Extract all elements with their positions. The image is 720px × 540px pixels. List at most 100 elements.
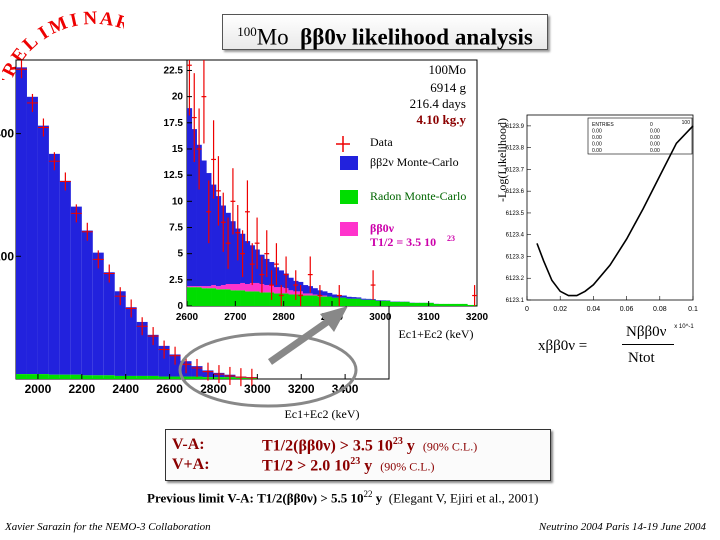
title-isotope-mass: 100 xyxy=(237,24,257,39)
zoom-radon-bar xyxy=(312,295,318,306)
zoom-bb0v-bar xyxy=(225,284,231,290)
result-va-unit: y xyxy=(406,437,415,455)
likelihood-x-tick-label: 0.04 xyxy=(587,306,601,313)
previous-limit-exp: 22 xyxy=(363,489,373,499)
footer-conference: Neutrino 2004 Paris 14-19 June 2004 xyxy=(538,521,706,533)
zoom-bb0v-bar xyxy=(201,286,207,289)
zoom-radon-bar xyxy=(240,290,246,306)
legend-swatch xyxy=(340,222,358,236)
full-x-tick-label: 2600 xyxy=(156,382,183,396)
zoom-radon-bar xyxy=(254,291,260,306)
zoom-radon-bar xyxy=(264,292,270,306)
zoom-bb2v-bar xyxy=(211,184,217,286)
full-bb2v-bar xyxy=(37,125,49,375)
likelihood-y-tick-label: 6123.2 xyxy=(506,276,525,282)
footer-author: Xavier Sarazin for the NEMO-3 Collaborat… xyxy=(5,521,211,533)
zoom-y-tick-label: 12.5 xyxy=(164,170,184,181)
zoom-radon-bar xyxy=(404,301,410,306)
full-x-axis-label: Ec1+Ec2 (keV) xyxy=(284,407,359,421)
full-radon-bar xyxy=(16,374,27,379)
zoom-radon-bar xyxy=(235,290,241,306)
zoom-bb2v-bar xyxy=(356,297,362,299)
zoom-y-tick-label: 22.5 xyxy=(164,65,184,76)
stats-box-id: 100 xyxy=(682,120,691,126)
zoom-bb2v-bar xyxy=(201,160,207,287)
results-box: V-A: T1/2(ββ0ν) > 3.5 1023 y (90% C.L.) … xyxy=(165,429,551,481)
zoom-bb0v-bar xyxy=(230,284,236,291)
zoom-radon-bar xyxy=(201,288,207,306)
zoom-y-tick-label: 2.5 xyxy=(169,275,183,286)
zoom-radon-bar xyxy=(365,299,371,306)
zoom-radon-bar xyxy=(443,303,449,306)
zoom-x-tick-label: 2800 xyxy=(273,312,296,323)
zoom-radon-bar xyxy=(211,288,217,306)
full-radon-bar xyxy=(48,374,60,379)
zoom-radon-bar xyxy=(423,302,429,306)
zoom-arrow-shaft xyxy=(267,317,333,365)
full-x-tick-label: 3000 xyxy=(244,382,271,396)
formula: xββ0ν = Nββ0ν Ntot xyxy=(538,322,688,372)
result-vpa-label: V+A: xyxy=(172,456,210,473)
legend-exposure-line: 216.4 days xyxy=(410,96,466,111)
zoom-y-tick-label: 7.5 xyxy=(169,222,183,233)
zoom-radon-bar xyxy=(356,298,362,306)
zoom-bb0v-bar xyxy=(206,286,212,289)
legend-entry-label: ββ2ν Monte-Carlo xyxy=(370,155,459,169)
zoom-radon-bar xyxy=(448,303,454,306)
full-bb2v-bar xyxy=(70,206,82,375)
zoom-radon-bar xyxy=(230,290,236,306)
chart-zoom: 02.557.51012.51517.52022.526002700280029… xyxy=(164,59,489,341)
full-radon-bar xyxy=(81,375,93,379)
previous-limit-unit: y xyxy=(375,490,383,506)
zoom-radon-bar xyxy=(409,302,415,306)
full-y-tick-label: 200 xyxy=(0,249,14,263)
zoom-bb2v-bar xyxy=(380,300,386,301)
likelihood-y-axis-label: -Log(Likelihood) xyxy=(495,118,509,202)
result-va-exp: 23 xyxy=(392,436,403,447)
full-bb2v-bar xyxy=(59,180,71,375)
result-va-quantity: T1/2(ββ0ν) > 3.5 10 xyxy=(262,437,393,455)
likelihood-x-tick-label: 0.1 xyxy=(688,306,698,313)
zoom-bb0v-bar xyxy=(187,286,193,288)
zoom-radon-bar xyxy=(433,303,439,306)
zoom-bb2v-bar xyxy=(187,108,193,287)
likelihood-y-tick-label: 6123.5 xyxy=(506,211,525,217)
zoom-bb0v-bar xyxy=(245,284,251,292)
zoom-radon-bar xyxy=(380,300,386,306)
zoom-bb0v-bar xyxy=(288,290,294,295)
full-radon-bar xyxy=(37,374,49,379)
zoom-radon-bar xyxy=(327,296,333,306)
full-bb2v-bar xyxy=(136,321,148,376)
likelihood-x-tick-label: 0.06 xyxy=(620,306,634,313)
result-vpa-quantity: T1/2 > 2.0 10 xyxy=(262,457,351,475)
zoom-bb0v-bar xyxy=(274,287,280,294)
legend-entry-label: Data xyxy=(370,135,393,149)
formula-lhs: xββ0ν = xyxy=(538,338,588,354)
zoom-x-tick-label: 3100 xyxy=(418,312,441,323)
result-vpa-cl: (90% C.L.) xyxy=(380,459,435,474)
full-x-tick-label: 2800 xyxy=(200,382,227,396)
stats-box-cell: ENTRIES xyxy=(592,122,614,128)
full-bb2v-bar xyxy=(81,230,93,376)
legend-exposure-line: 100Mo xyxy=(428,62,466,77)
legend-entry-exp: 23 xyxy=(447,234,455,243)
zoom-bb0v-bar xyxy=(264,285,270,293)
full-radon-bar xyxy=(136,375,148,379)
zoom-bb0v-bar xyxy=(307,293,313,296)
zoom-bb2v-bar xyxy=(341,295,347,298)
stats-box-cell: 0.00 xyxy=(592,142,602,148)
zoom-bb0v-bar xyxy=(191,286,197,288)
zoom-bb2v-bar xyxy=(230,221,236,285)
zoom-radon-bar xyxy=(351,298,357,306)
likelihood-x-tick-label: 0.08 xyxy=(653,306,667,313)
zoom-radon-bar xyxy=(346,298,352,306)
zoom-bb2v-bar xyxy=(191,129,197,287)
full-x-tick-label: 2000 xyxy=(25,382,52,396)
previous-limit: Previous limit V-A: T1/2(ββ0ν) > 5.5 102… xyxy=(147,489,538,506)
stats-box-cell: 0.00 xyxy=(650,142,660,148)
zoom-bb2v-bar xyxy=(375,300,381,301)
legend-exposure-line: 6914 g xyxy=(430,80,466,95)
result-va-cl: (90% C.L.) xyxy=(422,439,478,454)
zoom-x-tick-label: 2600 xyxy=(176,312,199,323)
